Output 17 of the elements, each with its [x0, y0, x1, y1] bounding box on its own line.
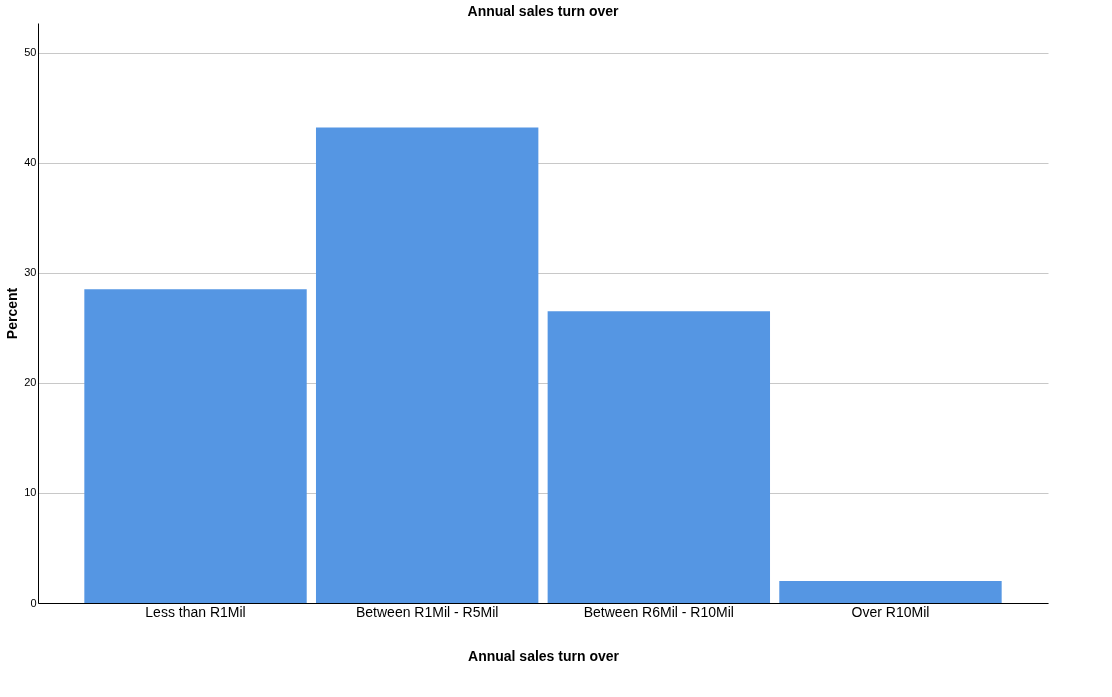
y-axis-title: Percent	[4, 287, 21, 340]
bar	[779, 580, 1002, 603]
x-tick-label: Between R6Mil - R10Mil	[583, 603, 734, 620]
y-tick-label: 10	[24, 486, 37, 499]
y-tick-label: 0	[30, 596, 37, 609]
y-tick-label: 30	[24, 266, 37, 279]
bar	[315, 127, 539, 603]
x-tick-label: Less than R1Mil	[145, 603, 246, 620]
chart-title: Annual sales turn over	[467, 3, 620, 19]
x-axis-title: Annual sales turn over	[468, 647, 620, 664]
x-tick-label: Over R10Mil	[851, 603, 930, 620]
y-tick-label: 40	[24, 156, 37, 169]
y-tick-label: 50	[24, 46, 37, 59]
bar	[547, 311, 771, 603]
bar	[84, 289, 307, 603]
x-tick-label: Between R1Mil - R5Mil	[355, 603, 499, 620]
y-tick-label: 20	[24, 376, 37, 389]
